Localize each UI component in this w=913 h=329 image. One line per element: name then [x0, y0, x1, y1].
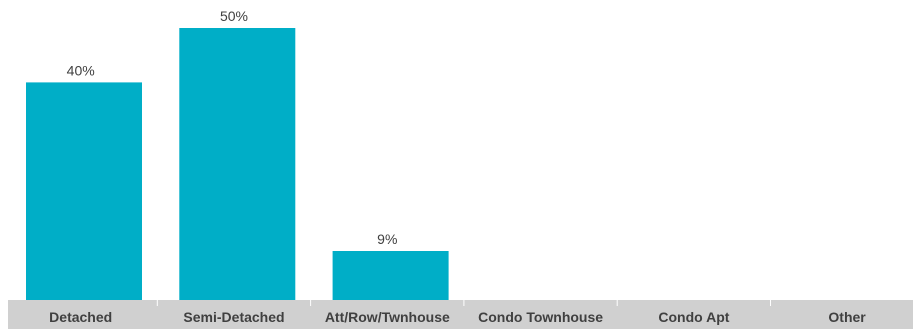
- data-label: 9%: [377, 231, 397, 247]
- x-axis-tick-marks: [156, 300, 771, 306]
- bar-att-row-twnhouse: [332, 251, 449, 300]
- bar-detached: [26, 82, 142, 301]
- bar-semi-detached: [179, 28, 296, 300]
- x-tick-label: Other: [828, 309, 866, 325]
- data-label: 50%: [220, 8, 248, 24]
- x-tick-label: Condo Apt: [658, 309, 729, 325]
- x-axis-categories: Detached Semi-Detached Att/Row/Twnhouse Con…: [49, 309, 866, 325]
- bars: [26, 28, 449, 301]
- x-tick-label: Detached: [49, 309, 112, 325]
- x-tick-label: Att/Row/Twnhouse: [325, 309, 450, 325]
- data-labels: 40% 50% 9%: [67, 8, 398, 247]
- x-tick-label: Semi-Detached: [183, 309, 284, 325]
- x-tick-label: Condo Townhouse: [478, 309, 603, 325]
- data-label: 40%: [67, 62, 95, 78]
- x-axis-band: [8, 300, 913, 329]
